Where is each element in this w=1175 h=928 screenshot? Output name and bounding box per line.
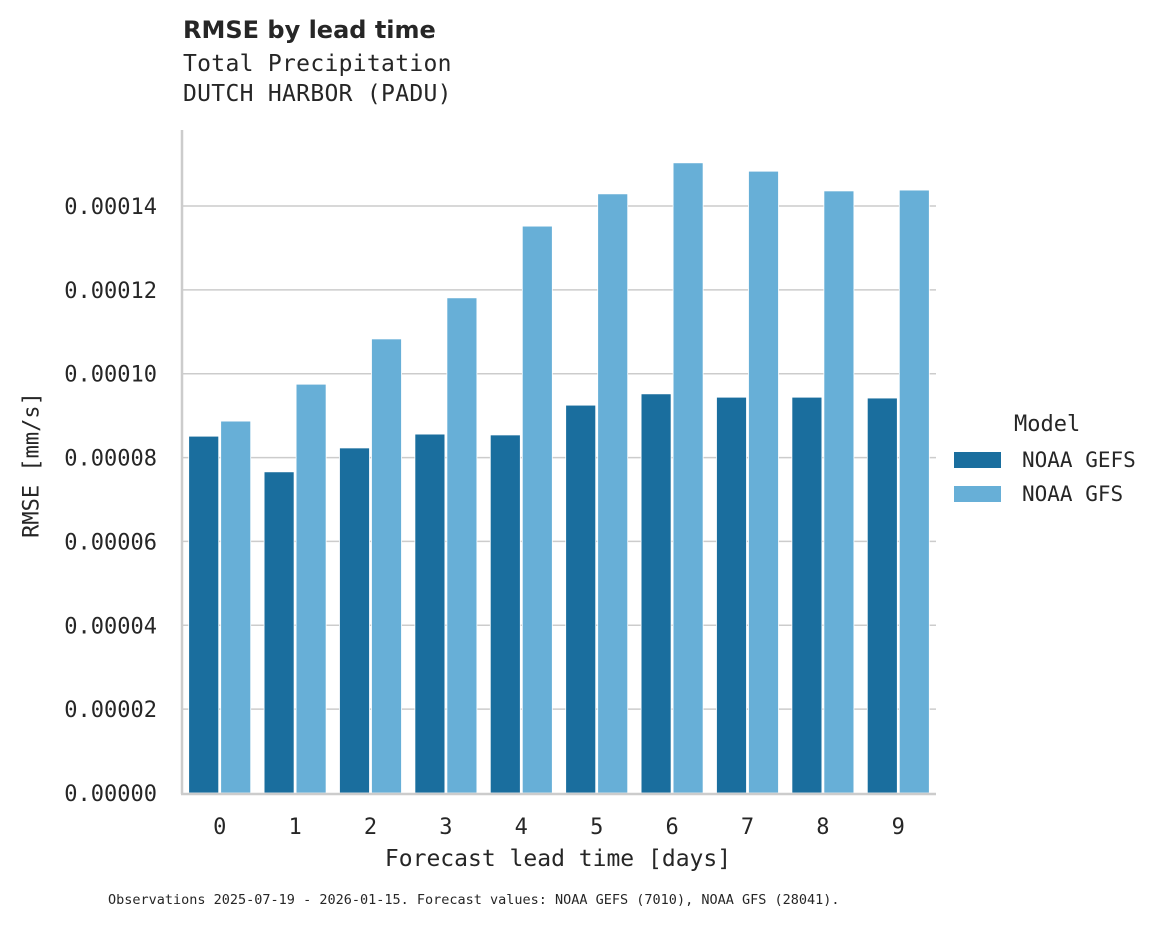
legend-label-gefs: NOAA GEFS [1022,448,1136,472]
bar-noaa-gfs [446,297,478,794]
x-tick-label: 9 [892,815,905,840]
y-tick-label: 0.00000 [64,782,157,807]
legend-swatch-gefs [954,452,1001,468]
bar-noaa-gefs [866,397,898,794]
bar-noaa-gfs [898,189,930,794]
x-tick-label: 1 [288,815,301,840]
bar-noaa-gfs [295,383,327,794]
legend-item-gefs: NOAA GEFS [952,443,1136,477]
y-tick-label: 0.00012 [64,279,157,304]
bar-noaa-gefs [565,404,597,794]
bar-noaa-gfs [597,193,629,794]
bar-noaa-gefs [716,396,747,794]
bar-noaa-gfs [823,190,855,794]
bar-noaa-gfs [748,170,779,794]
y-tick-label: 0.00002 [64,698,157,723]
y-axis-label: RMSE [mm/s] [19,392,45,538]
x-tick-label: 5 [590,815,603,840]
y-tick-label: 0.00004 [64,614,157,639]
y-tick-label: 0.00010 [64,363,157,388]
x-tick-label: 4 [515,815,528,840]
y-tick-label: 0.00014 [64,195,157,220]
y-tick-label: 0.00006 [64,530,157,555]
footer-note: Observations 2025-07-19 - 2026-01-15. Fo… [108,892,840,908]
legend-label-gfs: NOAA GFS [1022,482,1124,506]
bar-noaa-gefs [188,435,220,794]
legend-item-gfs: NOAA GFS [952,477,1136,511]
bar-noaa-gfs [220,420,252,794]
chart-title: RMSE by lead time [183,16,436,44]
x-tick-label: 2 [364,815,377,840]
bar-noaa-gefs [489,434,521,794]
x-tick-label: 8 [816,815,829,840]
legend-title: Model [1014,412,1081,437]
chart-subtitle-station: DUTCH HARBOR (PADU) [183,81,452,107]
x-tick-label: 6 [665,815,678,840]
bar-noaa-gfs [672,162,704,794]
bar-noaa-gefs [791,396,823,794]
x-tick-label: 7 [741,815,754,840]
x-tick-label: 0 [213,815,226,840]
bar-noaa-gfs [521,225,553,794]
bar-noaa-gefs [414,433,446,794]
chart-subtitle-variable: Total Precipitation [183,51,452,77]
bar-noaa-gefs [640,393,672,794]
legend-swatch-gfs [954,486,1001,502]
y-tick-label: 0.00008 [64,447,157,472]
bar-noaa-gefs [339,447,370,794]
legend: Model NOAA GEFS NOAA GFS [952,412,1136,511]
bar-noaa-gefs [263,471,295,794]
x-axis-label: Forecast lead time [days] [384,846,732,872]
bar-noaa-gfs [371,338,402,794]
x-tick-label: 3 [439,815,452,840]
